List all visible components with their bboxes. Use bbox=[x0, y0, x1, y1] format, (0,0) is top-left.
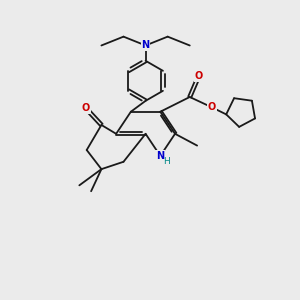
Text: O: O bbox=[208, 102, 216, 112]
Text: N: N bbox=[142, 40, 150, 50]
Text: N: N bbox=[142, 40, 150, 50]
Text: H: H bbox=[164, 157, 170, 166]
Text: O: O bbox=[82, 103, 90, 113]
Text: O: O bbox=[194, 71, 203, 81]
Text: N: N bbox=[156, 151, 164, 161]
